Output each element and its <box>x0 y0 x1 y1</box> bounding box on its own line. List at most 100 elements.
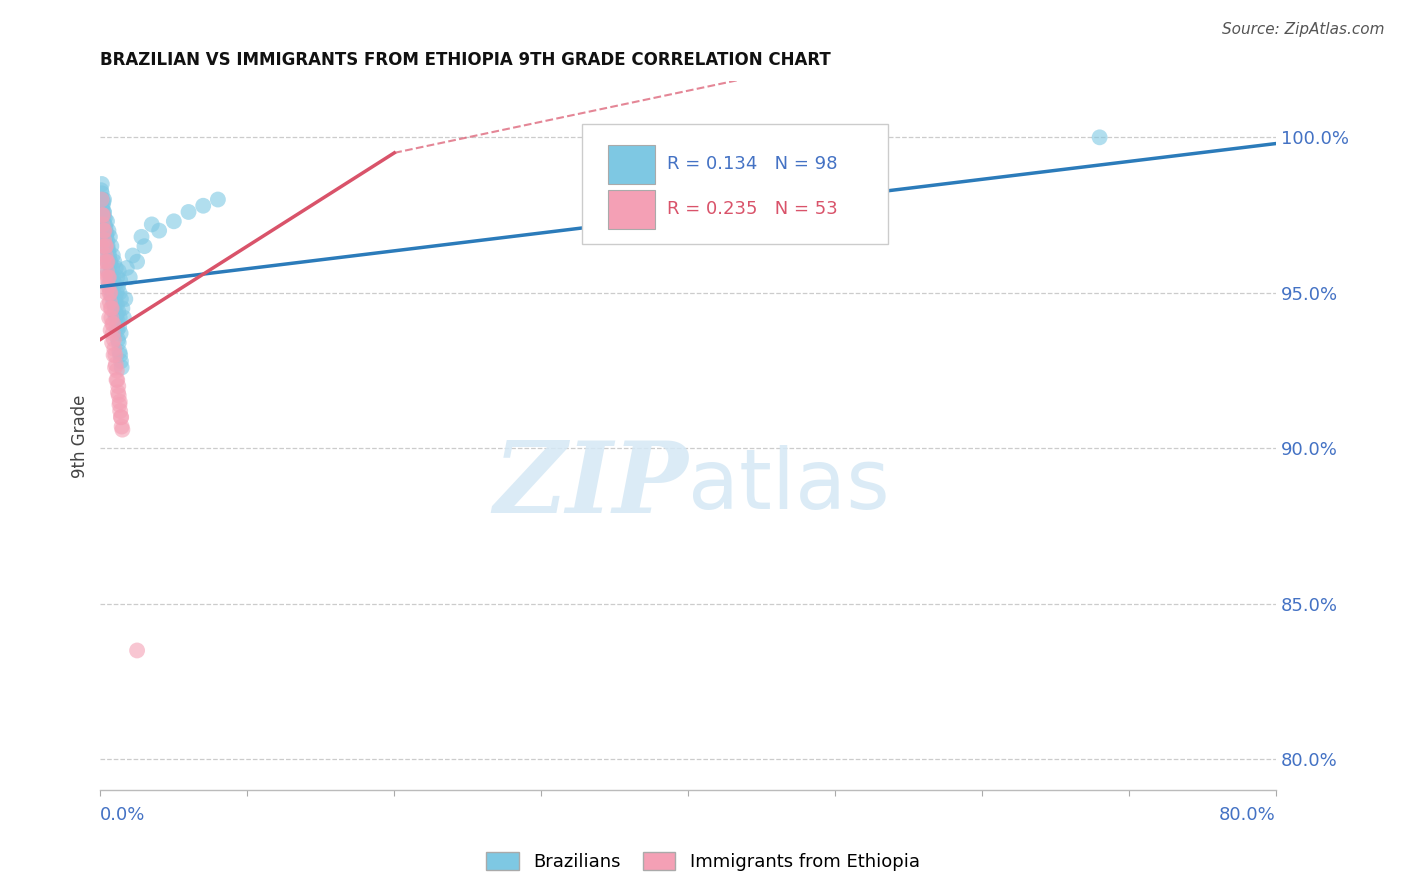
Point <box>98 285 121 300</box>
Point <box>115 260 138 275</box>
Point <box>90 186 112 201</box>
Point <box>93 205 115 219</box>
Point <box>98 285 121 300</box>
Point <box>110 410 132 425</box>
Point <box>91 208 114 222</box>
Point <box>98 283 121 297</box>
Point <box>96 239 118 253</box>
Legend: Brazilians, Immigrants from Ethiopia: Brazilians, Immigrants from Ethiopia <box>479 845 927 879</box>
Point <box>104 360 127 375</box>
Point <box>108 348 131 362</box>
FancyBboxPatch shape <box>609 190 655 229</box>
Point <box>96 254 118 268</box>
Point <box>101 326 124 341</box>
Point <box>107 279 129 293</box>
Point <box>90 177 112 191</box>
Point <box>108 285 131 300</box>
Point <box>131 230 153 244</box>
Point <box>108 310 131 325</box>
Point <box>104 308 127 322</box>
Text: Source: ZipAtlas.com: Source: ZipAtlas.com <box>1222 22 1385 37</box>
Point <box>105 320 128 334</box>
Point <box>163 214 186 228</box>
FancyBboxPatch shape <box>609 145 655 184</box>
FancyBboxPatch shape <box>582 124 889 244</box>
Point <box>90 239 112 253</box>
Point <box>107 385 129 400</box>
Point <box>127 643 149 657</box>
Point <box>94 239 117 253</box>
Point <box>98 295 121 310</box>
Text: R = 0.134   N = 98: R = 0.134 N = 98 <box>666 155 838 173</box>
Point <box>107 304 129 318</box>
Point <box>100 239 122 253</box>
Point <box>101 317 124 331</box>
Point <box>177 205 200 219</box>
Point <box>94 239 117 253</box>
Point <box>105 298 128 312</box>
Point <box>107 333 129 347</box>
Point <box>97 277 120 291</box>
Text: atlas: atlas <box>688 445 890 526</box>
Point <box>104 260 127 275</box>
Point <box>96 230 118 244</box>
Point <box>91 202 114 216</box>
Text: 0.0%: 0.0% <box>100 806 146 824</box>
Point <box>108 320 131 334</box>
Point <box>111 419 134 434</box>
Point <box>100 310 122 325</box>
Point <box>101 285 124 300</box>
Point <box>108 345 131 359</box>
Point <box>98 248 121 262</box>
Point <box>103 270 125 285</box>
Y-axis label: 9th Grade: 9th Grade <box>72 394 89 477</box>
Point <box>107 335 129 350</box>
Point <box>100 301 122 316</box>
Point <box>91 195 114 210</box>
Point <box>1088 130 1111 145</box>
Point <box>110 354 132 368</box>
Point <box>98 230 121 244</box>
Point <box>97 270 120 285</box>
Point <box>101 260 124 275</box>
Point <box>97 239 120 253</box>
Point <box>107 314 129 328</box>
Point <box>96 227 118 241</box>
Point <box>97 298 120 312</box>
Point <box>94 248 117 262</box>
Point <box>93 224 115 238</box>
Point <box>91 193 114 207</box>
Point <box>101 279 124 293</box>
Point <box>111 423 134 437</box>
Point <box>98 310 121 325</box>
Point <box>93 205 115 219</box>
Point <box>127 254 149 268</box>
Point <box>108 404 131 418</box>
Text: BRAZILIAN VS IMMIGRANTS FROM ETHIOPIA 9TH GRADE CORRELATION CHART: BRAZILIAN VS IMMIGRANTS FROM ETHIOPIA 9T… <box>100 51 831 69</box>
Point <box>96 214 118 228</box>
Point <box>98 258 121 272</box>
Point <box>105 285 128 300</box>
Point <box>104 357 127 371</box>
Point <box>105 270 128 285</box>
Point <box>96 264 118 278</box>
Point <box>96 233 118 247</box>
Point <box>148 224 170 238</box>
Point <box>101 248 124 262</box>
Point <box>111 360 134 375</box>
Point <box>94 211 117 226</box>
Point <box>105 373 128 387</box>
Point <box>107 388 129 402</box>
Point <box>94 270 117 285</box>
Point <box>108 273 131 287</box>
Point <box>103 348 125 362</box>
Point <box>101 289 124 303</box>
Point <box>94 220 117 235</box>
Point <box>94 233 117 247</box>
Point <box>100 254 122 268</box>
Point <box>105 323 128 337</box>
Point <box>104 310 127 325</box>
Point <box>100 270 122 285</box>
Point <box>103 295 125 310</box>
Point <box>97 264 120 278</box>
